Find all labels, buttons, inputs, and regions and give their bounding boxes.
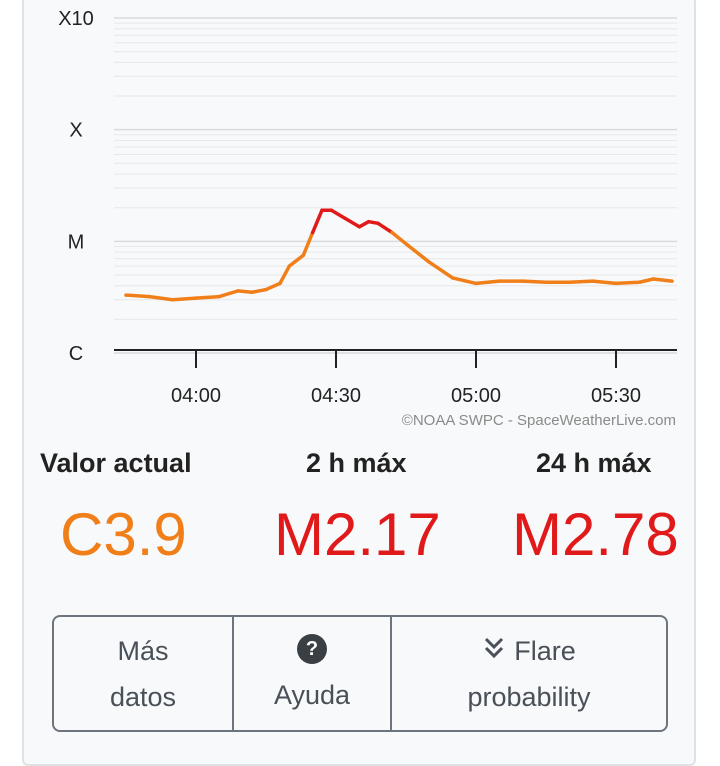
chart-credit: ©NOAA SWPC - SpaceWeatherLive.com: [402, 412, 676, 429]
flux-line-segment: [236, 289, 254, 294]
flux-line-segment: [278, 264, 292, 286]
flux-line-segment: [427, 260, 455, 280]
flux-line-segment: [390, 230, 408, 246]
flux-series: [124, 208, 674, 302]
flux-line-segment: [637, 277, 656, 285]
x-tick-label: 05:00: [451, 385, 501, 407]
flux-line-segment: [450, 276, 478, 286]
flux-line-segment: [194, 294, 222, 300]
day-max-label: 24 h máx: [536, 448, 652, 478]
help-button[interactable]: ? Ayuda: [232, 617, 390, 730]
two-hour-max-label: 2 h máx: [306, 448, 407, 478]
flux-line-segment: [376, 221, 394, 235]
current-value-label: Valor actual: [40, 448, 192, 478]
flux-line-segment: [147, 294, 175, 302]
two-hour-max-value: M2.17: [274, 501, 441, 568]
flux-line-segment: [217, 289, 240, 299]
flare-label-line1: Flare: [514, 635, 576, 666]
x-tick-label: 04:30: [311, 385, 361, 407]
more-data-label-line1: Más: [117, 635, 169, 666]
flux-line-segment: [329, 208, 348, 221]
flux-line-segment: [474, 279, 502, 286]
flare-label-line2: probability: [467, 681, 591, 712]
more-data-button[interactable]: Más datos: [54, 617, 232, 730]
flux-line-segment: [310, 208, 324, 235]
action-button-group: Más datos ? Ayuda Flare probability: [52, 615, 668, 732]
more-data-label-line2: datos: [109, 681, 177, 712]
y-axis-labels: C M X X10: [58, 8, 94, 365]
flux-line-segment: [357, 219, 371, 229]
y-tick-label: X: [69, 120, 82, 142]
y-tick-label: M: [68, 231, 85, 253]
flux-line-segment: [651, 277, 674, 283]
x-tick-label: 05:30: [591, 385, 641, 407]
y-tick-label: C: [69, 343, 83, 365]
current-value: C3.9: [60, 501, 187, 568]
flux-line-segment: [520, 279, 548, 285]
flux-line-segment: [404, 242, 432, 264]
x-axis-ticks: 04:00 04:30 05:00 05:30: [171, 350, 641, 407]
flux-line-segment: [590, 279, 618, 286]
flux-line-segment: [567, 279, 595, 285]
y-tick-label: X10: [58, 8, 94, 30]
flux-line-segment: [250, 287, 268, 294]
flare-probability-button[interactable]: Flare probability: [390, 617, 666, 730]
flux-line-segment: [170, 296, 198, 302]
flux-line-segment: [614, 280, 642, 286]
flux-line-segment: [124, 293, 152, 299]
help-label: Ayuda: [273, 679, 351, 710]
question-circle-icon: ?: [297, 633, 327, 664]
flux-line-segment: [264, 281, 282, 292]
chart-grid: [114, 17, 677, 354]
day-max-value: M2.78: [512, 501, 679, 568]
flux-line-segment: [287, 253, 306, 268]
xray-flux-chart: C M X X10 04:00 04:30 05:00 05:30 ©NOAA SWPC -…: [58, 8, 677, 429]
x-tick-label: 04:00: [171, 385, 221, 407]
flux-line-segment: [343, 216, 362, 229]
flux-line-segment: [301, 230, 315, 258]
double-chevron-down-icon: [482, 628, 506, 674]
